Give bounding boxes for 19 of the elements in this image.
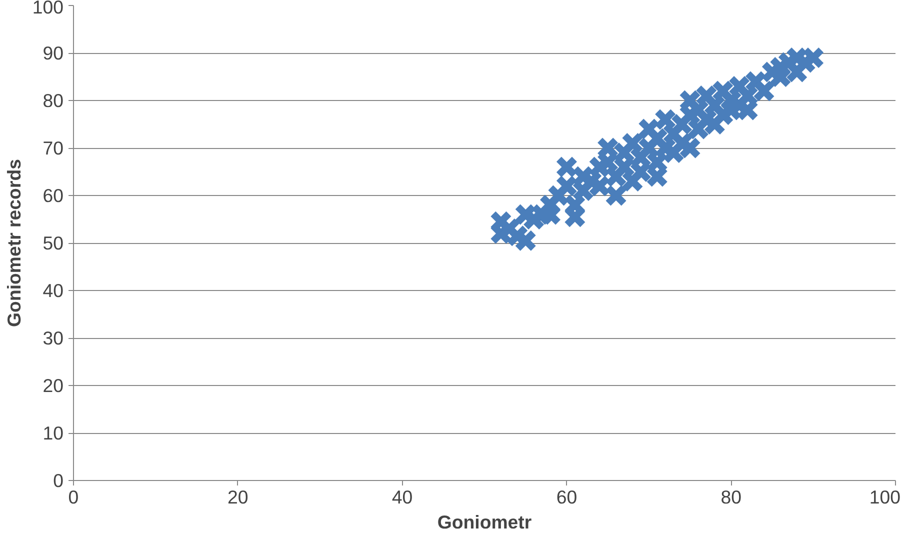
x-tick-label: 20 [228,486,248,508]
x-tick-label: 100 [869,486,901,508]
y-tick-label: 50 [42,232,64,254]
y-tick-label: 60 [42,185,64,206]
y-tick-label: 100 [32,0,64,18]
y-tick-label: 80 [42,90,64,111]
y-tick-label: 90 [42,42,64,64]
x-tick-label: 40 [392,486,413,508]
y-tick-label: 70 [42,138,64,158]
y-tick-label: 40 [42,280,64,301]
x-tick-label: 60 [556,486,578,508]
y-tick-label: 10 [42,422,64,444]
x-axis-title: Goniometr [437,512,532,532]
y-tick-label: 30 [42,328,64,348]
y-tick-label: 20 [42,375,64,396]
y-axis-title: Goniometr records [3,159,24,327]
x-tick-label: 80 [720,486,742,508]
x-tick-label: 0 [68,486,79,508]
y-tick-label: 0 [53,470,64,491]
